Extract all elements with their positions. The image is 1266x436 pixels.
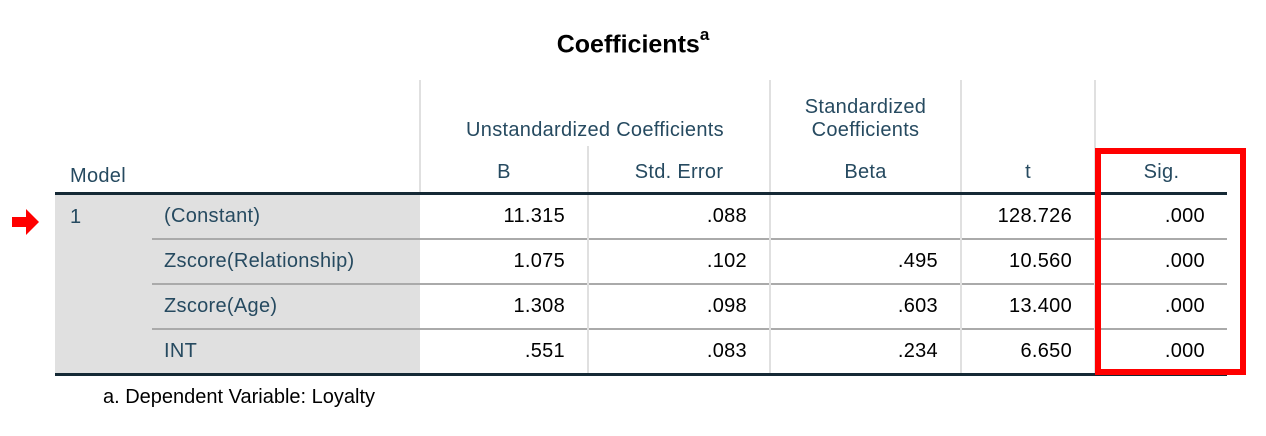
cell-sig: .000 (1094, 283, 1227, 329)
header-beta: Beta (769, 146, 961, 194)
footnote: a. Dependent Variable: Loyalty (103, 386, 376, 408)
row-label: (Constant) (152, 192, 420, 239)
table-row: Zscore(Age) 1.308 .098 .603 13.400 .000 (55, 283, 1227, 329)
header-standardized: Standardized Coefficients (769, 80, 961, 146)
cell-se: .098 (587, 283, 770, 329)
cell-se: .102 (587, 238, 770, 284)
model-number: 1 (55, 192, 152, 239)
sig-column-highlight (1095, 148, 1246, 375)
red-arrow-icon (12, 209, 39, 235)
footnote-marker: a (699, 25, 710, 44)
table-row: Zscore(Relationship) 1.075 .102 .495 10.… (55, 238, 1227, 284)
cell-t: 128.726 (960, 192, 1095, 239)
coefficients-table: Unstandardized Coefficients Standardized… (55, 80, 1227, 376)
cell-se: .088 (587, 192, 770, 239)
cell-t: 13.400 (960, 283, 1095, 329)
header-t: t (960, 146, 1095, 194)
table-row: 1 (Constant) 11.315 .088 128.726 .000 (55, 192, 1227, 239)
table-row: INT .551 .083 .234 6.650 .000 (55, 328, 1227, 376)
cell-beta (769, 192, 961, 239)
row-label: Zscore(Relationship) (152, 238, 420, 284)
header-unstandardized: Unstandardized Coefficients (419, 80, 770, 146)
cell-b: 1.075 (420, 238, 588, 284)
table-title: Coefficientsa (556, 25, 710, 59)
cell-beta: .495 (769, 238, 961, 284)
cell-b: .551 (420, 328, 588, 376)
cell-t: 6.650 (960, 328, 1095, 376)
cell-sig: .000 (1094, 238, 1227, 284)
header-b: B (419, 146, 588, 194)
cell-b: 1.308 (420, 283, 588, 329)
cell-beta: .234 (769, 328, 961, 376)
header-std-error: Std. Error (587, 146, 770, 194)
cell-b: 11.315 (420, 192, 588, 239)
cell-beta: .603 (769, 283, 961, 329)
header-model: Model (70, 165, 126, 187)
row-label: Zscore(Age) (152, 283, 420, 329)
cell-se: .083 (587, 328, 770, 376)
cell-t: 10.560 (960, 238, 1095, 284)
row-label: INT (152, 328, 420, 376)
